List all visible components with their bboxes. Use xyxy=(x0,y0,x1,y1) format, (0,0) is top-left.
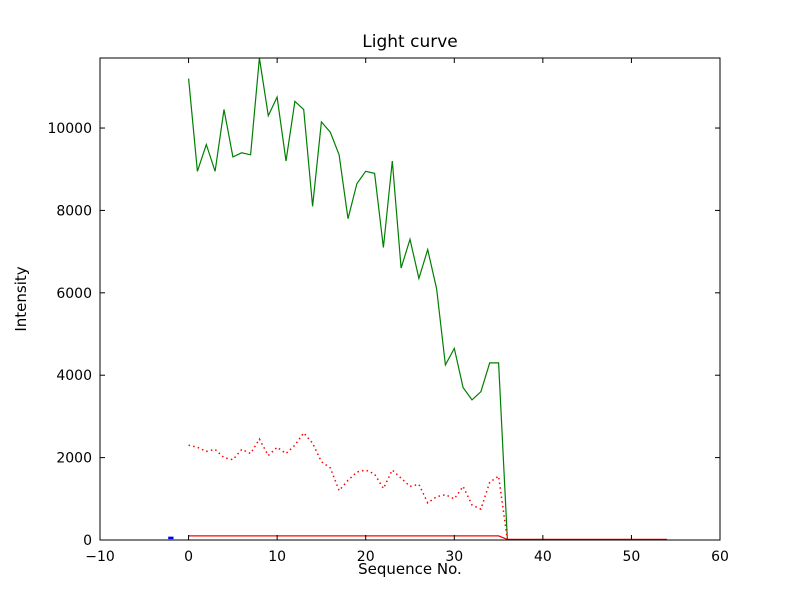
x-tick-label: 30 xyxy=(445,549,463,565)
y-tick-label: 4000 xyxy=(56,368,92,384)
chart-title: Light curve xyxy=(362,32,457,52)
y-tick-label: 10000 xyxy=(47,121,92,137)
y-tick-label: 2000 xyxy=(56,451,92,467)
x-tick-label: 50 xyxy=(623,549,641,565)
y-tick-label: 6000 xyxy=(56,286,92,302)
plot-border xyxy=(99,57,721,541)
green-intensity-line xyxy=(188,57,508,541)
x-tick-label: 40 xyxy=(534,549,552,565)
x-tick-label: 0 xyxy=(184,549,193,565)
red-solid-baseline-line xyxy=(188,535,667,541)
x-tick-label: 60 xyxy=(711,549,729,565)
y-tick-label: 8000 xyxy=(56,203,92,219)
red-dotted-intensity-line xyxy=(188,431,509,541)
x-axis-label: Sequence No. xyxy=(358,560,462,578)
x-tick-label: −10 xyxy=(85,549,115,565)
x-tick-label: 10 xyxy=(268,549,286,565)
x-tick-label: 20 xyxy=(357,549,375,565)
y-axis-label: Intensity xyxy=(12,266,30,331)
y-tick-label: 0 xyxy=(83,533,92,549)
